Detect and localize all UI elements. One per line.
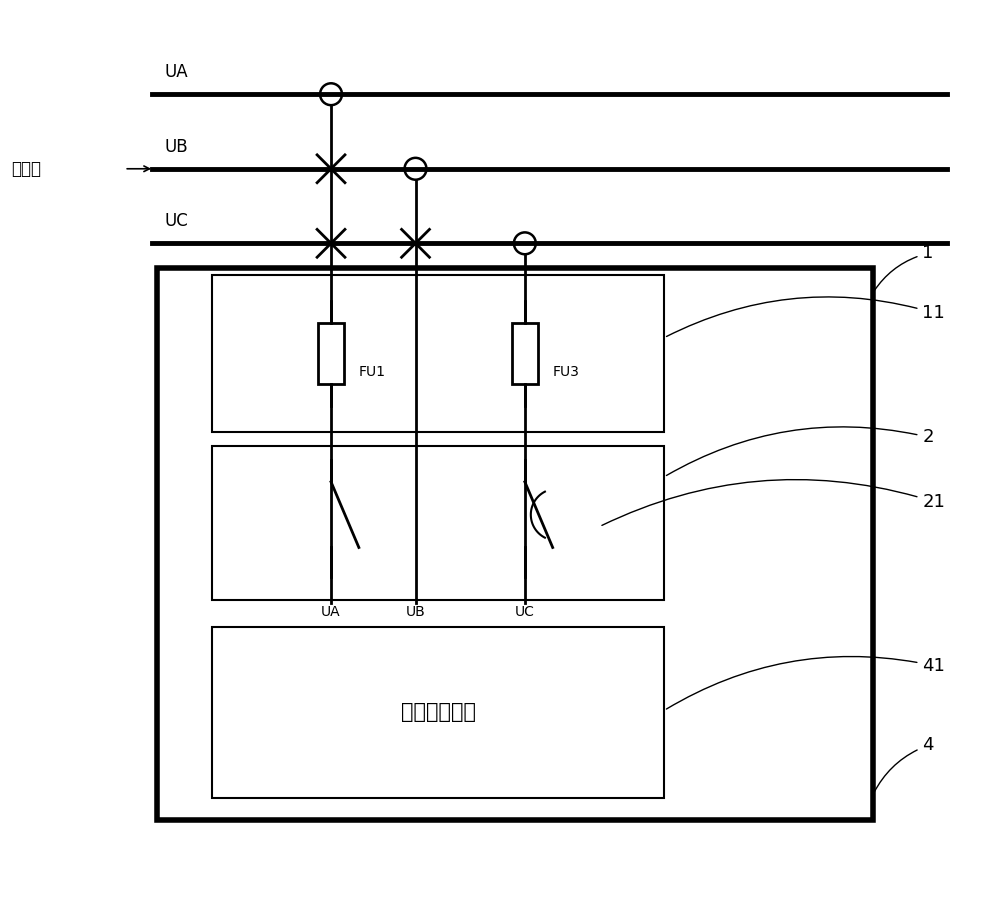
Text: UB: UB — [164, 138, 188, 156]
Text: UA: UA — [164, 64, 188, 81]
Text: 2: 2 — [666, 427, 934, 476]
Text: 4: 4 — [874, 737, 934, 793]
Bar — [212, 446, 664, 600]
Text: 21: 21 — [602, 479, 945, 526]
Text: FU3: FU3 — [553, 364, 580, 379]
Text: 11: 11 — [666, 297, 945, 337]
Bar — [212, 275, 664, 432]
Text: UC: UC — [515, 605, 535, 620]
Text: 电压采集电路: 电压采集电路 — [401, 703, 476, 723]
Text: FU1: FU1 — [359, 364, 386, 379]
Text: UB: UB — [406, 605, 425, 620]
Bar — [318, 323, 344, 384]
Bar — [157, 268, 873, 820]
Bar — [512, 323, 538, 384]
Text: 41: 41 — [666, 656, 945, 709]
Text: 1: 1 — [874, 244, 934, 290]
Text: UC: UC — [164, 212, 188, 230]
Text: UA: UA — [321, 605, 341, 620]
Text: 主回路: 主回路 — [11, 160, 41, 178]
Bar — [212, 627, 664, 798]
